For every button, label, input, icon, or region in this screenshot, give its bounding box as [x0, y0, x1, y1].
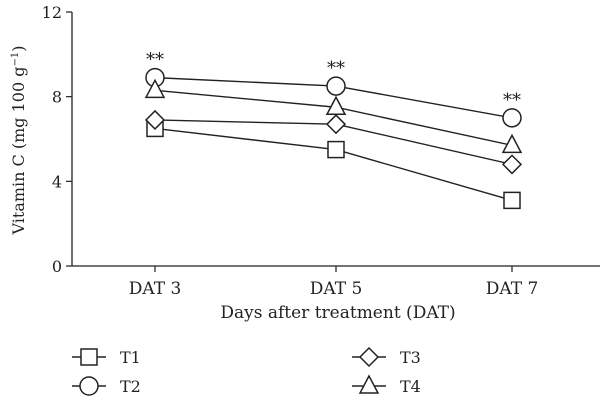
data-point-triangle — [144, 78, 166, 99]
legend: T1 T2 T3 T4 — [72, 346, 421, 396]
significance-label: ** — [146, 50, 164, 71]
y-axis-title-main: Vitamin C (mg 100 g — [9, 67, 28, 236]
y-axis-title-sup: −1 — [10, 52, 21, 67]
data-point-square — [327, 140, 345, 159]
y-tick-label: 12 — [42, 3, 62, 22]
y-axis-title-close: ) — [9, 46, 28, 52]
data-point-circle — [502, 108, 522, 128]
significance-label: ** — [503, 90, 521, 111]
legend-item-t3: T3 — [352, 346, 421, 368]
y-tick-label: 4 — [52, 172, 62, 191]
data-point-diamond — [325, 114, 347, 135]
series-t3 — [144, 109, 523, 175]
legend-label: T3 — [400, 348, 421, 367]
legend-item-t1: T1 — [72, 348, 141, 367]
legend-marker-square — [80, 348, 98, 366]
significance-label: ** — [327, 58, 345, 79]
legend-marker-circle — [79, 376, 99, 396]
data-point-diamond — [501, 154, 523, 175]
y-tick-label: 0 — [52, 257, 62, 276]
legend-marker-triangle — [358, 374, 380, 394]
series-t1 — [146, 119, 521, 210]
x-axis-title: Days after treatment (DAT) — [220, 303, 455, 323]
y-tick-label: 8 — [52, 88, 62, 107]
data-point-circle — [326, 76, 346, 96]
series-layer — [144, 67, 523, 210]
series-line — [154, 127, 513, 202]
x-tick-label: DAT 3 — [129, 279, 182, 299]
legend-marker-diamond — [358, 346, 380, 368]
y-axis-ticks: 0 4 8 12 — [42, 3, 72, 276]
data-point-triangle — [501, 133, 523, 154]
x-axis-ticks: DAT 3 DAT 5 DAT 7 — [129, 266, 539, 299]
data-point-triangle — [325, 95, 347, 115]
data-point-square — [503, 191, 521, 210]
annotations: ** ** ** — [146, 50, 521, 111]
x-tick-label: DAT 7 — [486, 279, 539, 299]
y-axis-title: Vitamin C (mg 100 g−1) — [9, 46, 28, 236]
legend-label: T4 — [400, 377, 421, 396]
legend-item-t4: T4 — [352, 374, 421, 396]
legend-label: T1 — [120, 348, 141, 367]
data-point-diamond — [144, 109, 166, 131]
series-t4 — [144, 78, 523, 154]
x-tick-label: DAT 5 — [310, 279, 363, 299]
legend-label: T2 — [120, 377, 141, 396]
legend-item-t2: T2 — [72, 376, 141, 396]
